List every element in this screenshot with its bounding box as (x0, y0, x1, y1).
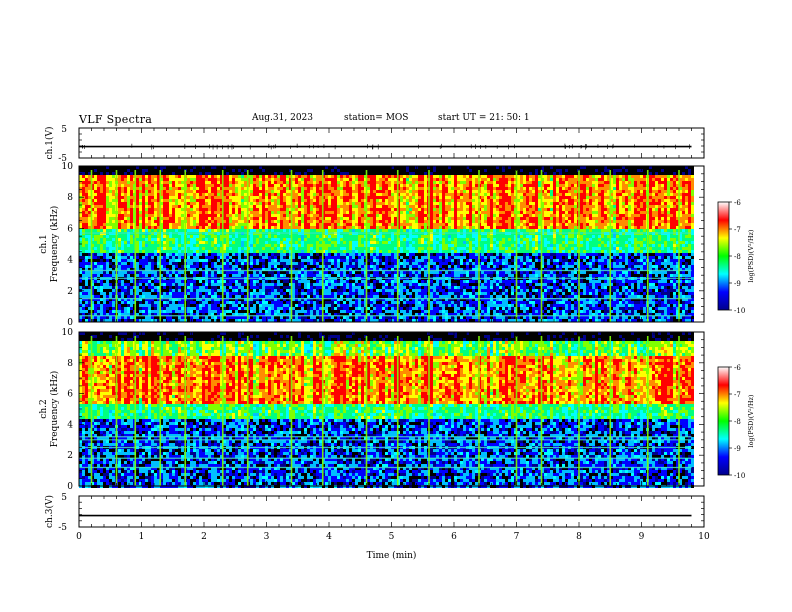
ch1-spectrogram-colorbar-label: log(PSD)(V²/Hz) (747, 229, 755, 282)
colorbar-tick-label: -7 (734, 391, 741, 399)
x-tick-label: 8 (576, 532, 582, 542)
x-tick-label: 10 (698, 532, 710, 542)
y-tick-label: 6 (67, 390, 73, 400)
y-tick-label: 5 (61, 125, 67, 135)
y-tick-label: 6 (67, 224, 73, 234)
y-tick-label: 10 (62, 162, 74, 172)
x-tick-label: 5 (389, 532, 395, 542)
ch2-spectrogram-colorbar-label: log(PSD)(V²/Hz) (747, 394, 755, 447)
ch1-spectrogram-ylabel-freq: Frequency (kHz) (49, 206, 60, 283)
x-tick-label: 9 (639, 532, 645, 542)
x-tick-label: 7 (514, 532, 520, 542)
colorbar-tick-label: -9 (734, 445, 741, 453)
x-tick-label: 6 (451, 532, 457, 542)
ch2-spectrogram-colorbar (718, 367, 729, 475)
colorbar-tick-label: -8 (734, 253, 741, 261)
y-tick-label: 4 (67, 256, 73, 266)
ch2-spectrogram-ylabel-freq: Frequency (kHz) (49, 371, 60, 448)
colorbar-tick-label: -6 (734, 199, 741, 207)
x-tick-label: 3 (264, 532, 270, 542)
ch2-spectrogram-cells (79, 332, 694, 488)
x-axis-label: Time (min) (367, 550, 417, 561)
ch3-waveform-ylabel: ch.3(V) (44, 495, 55, 528)
ch2-spectrogram-ylabel-channel: ch.2 (39, 399, 49, 418)
y-tick-label: 2 (67, 451, 73, 461)
y-tick-label: 4 (67, 420, 73, 430)
x-tick-label: 4 (326, 532, 332, 542)
ch1-waveform-ylabel: ch.1(V) (44, 127, 55, 160)
colorbar-tick-label: -8 (734, 418, 741, 426)
y-tick-label: 5 (61, 493, 67, 503)
x-tick-label: 1 (139, 532, 145, 542)
colorbar-tick-label: -9 (734, 280, 741, 288)
y-tick-label: 0 (67, 482, 73, 492)
x-tick-label: 0 (76, 532, 82, 542)
ch1-spectrogram-ylabel-channel: ch.1 (39, 234, 49, 253)
y-tick-label: 8 (67, 359, 73, 369)
colorbar-tick-label: -10 (734, 307, 745, 315)
colorbar-tick-label: -7 (734, 226, 741, 234)
colorbar-tick-label: -6 (734, 364, 741, 372)
y-tick-label: 8 (67, 193, 73, 203)
y-tick-label: -5 (58, 523, 67, 533)
x-tick-label: 2 (201, 532, 207, 542)
y-tick-label: 10 (62, 328, 74, 338)
ch1-spectrogram-colorbar (718, 202, 729, 310)
colorbar-tick-label: -10 (734, 472, 745, 480)
y-tick-label: 2 (67, 287, 73, 297)
y-tick-label: 0 (67, 318, 73, 328)
